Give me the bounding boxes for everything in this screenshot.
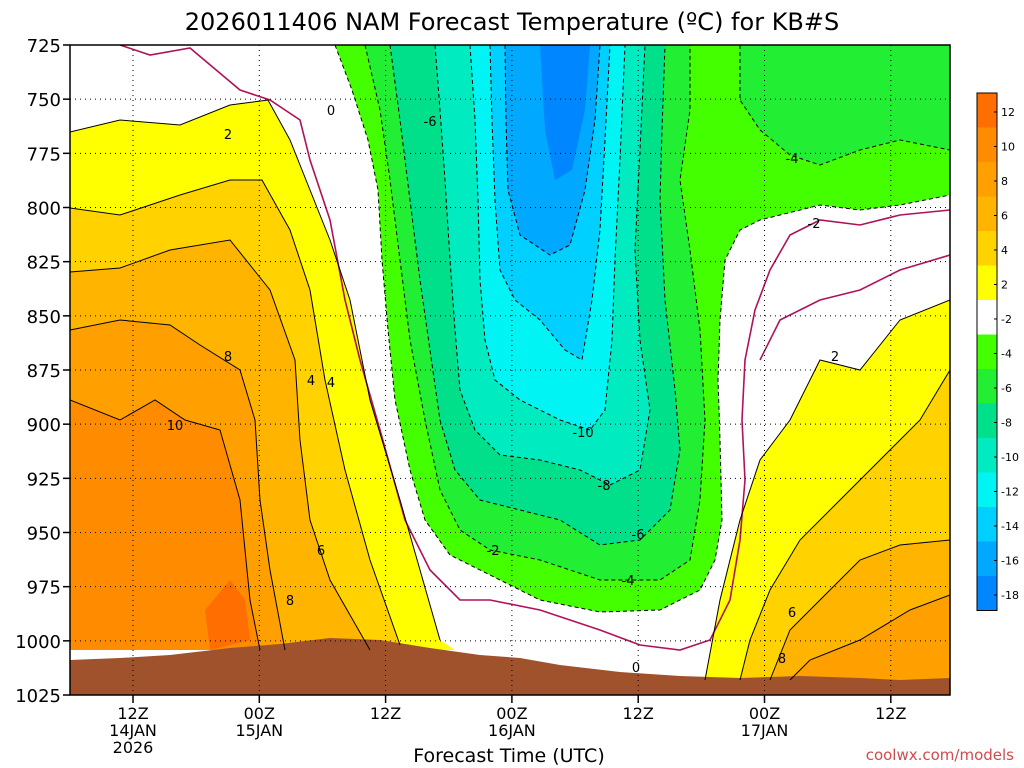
y-tick-label: 875 (27, 361, 61, 382)
contour-label: -6 (632, 528, 645, 543)
x-tick-label: 17JAN (741, 721, 789, 740)
y-tick-label: 725 (27, 36, 61, 57)
colorbar-swatch (977, 300, 997, 335)
contour-label: 8 (778, 652, 786, 667)
colorbar-label: -2 (1001, 313, 1012, 326)
y-tick-label: 825 (27, 253, 61, 274)
colorbar-label: -12 (1001, 485, 1019, 498)
contour-label: 0 (327, 104, 335, 119)
contour-label: 0 (632, 661, 640, 676)
contour-label: 4 (307, 374, 315, 389)
colorbar-label: -16 (1001, 554, 1019, 567)
contour-label: 4 (327, 376, 335, 391)
fill-10-12 (70, 400, 260, 650)
contour-label: -2 (808, 217, 821, 232)
colorbar-label: 6 (1001, 209, 1008, 222)
y-tick-label: 900 (27, 415, 61, 436)
colorbar-frame (976, 92, 998, 611)
fill-right-8-10 (790, 595, 950, 680)
fill-upper-right-4 (740, 45, 950, 165)
y-tick-label: 1025 (15, 686, 61, 707)
colorbar-swatch (977, 576, 997, 611)
contour-label: 10 (167, 419, 184, 434)
x-tick-label: 16JAN (488, 721, 536, 740)
chart-title: 2026011406 NAM Forecast Temperature (ºC)… (185, 8, 839, 36)
y-tick-label: 800 (27, 199, 61, 220)
colorbar-swatch (977, 472, 997, 507)
grid-lines (70, 45, 950, 695)
y-tick-label: 925 (27, 469, 61, 490)
y-tick-label: 850 (27, 307, 61, 328)
credit-text: coolwx.com/models (866, 746, 1014, 764)
colorbar-label: -10 (1001, 451, 1019, 464)
contour-label: -8 (598, 479, 611, 494)
colorbar-swatch (977, 196, 997, 231)
x-axis-title: Forecast Time (UTC) (413, 745, 604, 767)
colorbar-swatch (977, 438, 997, 473)
y-tick-label: 1000 (15, 632, 61, 653)
colorbar-swatch (977, 127, 997, 162)
colorbar-swatch (977, 334, 997, 369)
fill-minus16-18 (540, 45, 590, 180)
colorbar-label: -14 (1001, 520, 1019, 533)
contour-label: -4 (786, 152, 799, 167)
contour-label: 6 (788, 606, 796, 621)
x-tick-label: 14JAN (109, 721, 157, 740)
colorbar-swatch (977, 162, 997, 197)
colorbar-swatch (977, 507, 997, 542)
colorbar: 12 10 8 6 4 2 -2 -4 -6 -8 -10 -12 -14 -16 -18 (976, 92, 1019, 611)
contour-label: 6 (317, 544, 325, 559)
fill-12-plus (205, 580, 250, 650)
y-tick-label: 950 (27, 524, 61, 545)
contour-label: -2 (487, 544, 500, 559)
x-tick-label: 2026 (113, 738, 154, 757)
x-tick-label: 00Z (496, 704, 527, 723)
x-tick-label: 12Z (623, 704, 654, 723)
colorbar-label: 8 (1001, 175, 1008, 188)
colorbar-label: 12 (1001, 106, 1015, 119)
x-tick-label: 00Z (244, 704, 275, 723)
x-tick-label: 00Z (749, 704, 780, 723)
contour-lines (70, 45, 950, 681)
colorbar-swatch (977, 231, 997, 266)
y-tick-label: 775 (27, 144, 61, 165)
colorbar-swatch (977, 541, 997, 576)
colorbar-swatch (977, 265, 997, 300)
contour-label: 2 (224, 128, 232, 143)
x-tick-label: 12Z (117, 704, 148, 723)
colorbar-label: -18 (1001, 589, 1019, 602)
colorbar-swatch (977, 369, 997, 404)
y-axis: 725 750 775 800 825 850 875 900 925 950 975 1000 102… (15, 36, 70, 707)
contour-label: -10 (572, 426, 593, 441)
colorbar-label: -4 (1001, 347, 1012, 360)
colorbar-label: -8 (1001, 416, 1012, 429)
contour-label: -6 (424, 115, 437, 130)
temperature-fill (70, 45, 950, 695)
colorbar-swatch (977, 93, 997, 128)
contour-labels: 0 2 -6 8 4 4 10 6 8 -2 -10 -8 -6 -4 0 -4 -2 2 6 8 (167, 104, 839, 676)
x-tick-label: 12Z (875, 704, 906, 723)
colorbar-swatch (977, 403, 997, 438)
colorbar-label: 2 (1001, 278, 1008, 291)
x-tick-label: 15JAN (235, 721, 283, 740)
contour-label: -4 (622, 574, 635, 589)
colorbar-label: -6 (1001, 382, 1012, 395)
contour-label: 2 (831, 350, 839, 365)
y-tick-label: 750 (27, 90, 61, 111)
x-tick-label: 12Z (370, 704, 401, 723)
contour-label: 8 (286, 594, 294, 609)
colorbar-label: 10 (1001, 140, 1015, 153)
ground-surface (70, 638, 950, 695)
y-tick-label: 975 (27, 578, 61, 599)
colorbar-label: 4 (1001, 244, 1008, 257)
contour-label: 8 (224, 350, 232, 365)
